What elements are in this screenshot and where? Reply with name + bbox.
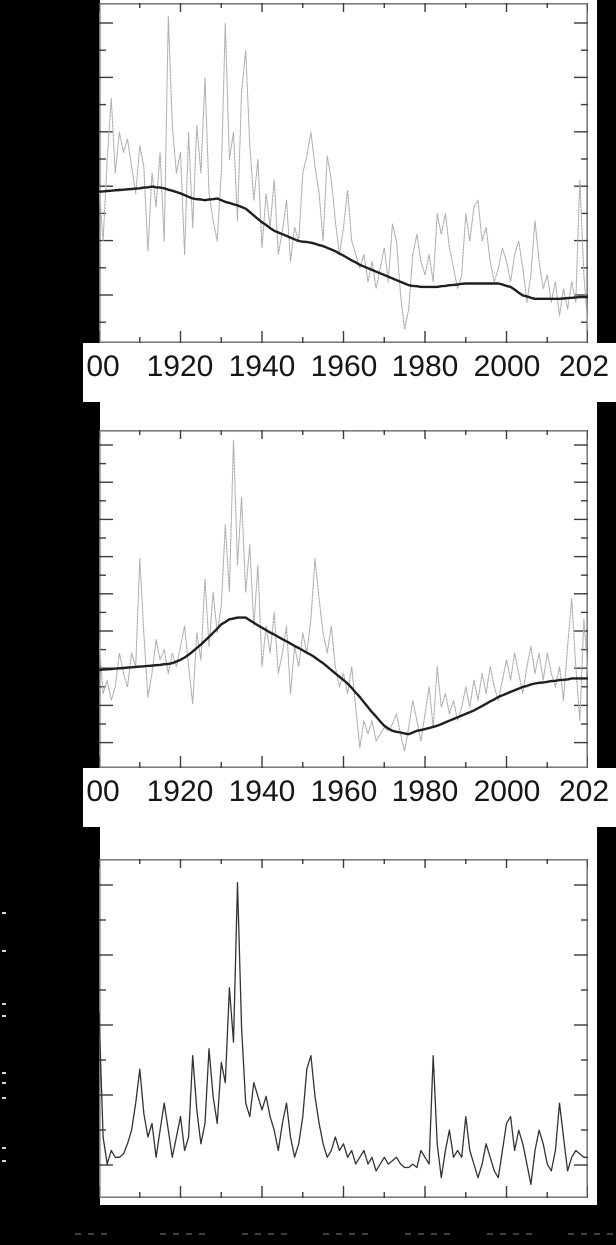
x-tick-label: 1920 — [146, 775, 214, 808]
x-axis-label-remnant — [336, 1233, 342, 1235]
x-axis-label-remnant — [607, 1233, 613, 1235]
y-axis-label-fragment — [2, 1072, 6, 1074]
x-axis-label-remnant — [75, 1233, 81, 1235]
x-axis-label-remnant — [186, 1233, 192, 1235]
x-tick-label: 1980 — [391, 350, 459, 383]
chart-top-timeseries — [99, 3, 588, 343]
x-axis-label-remnant — [349, 1233, 355, 1235]
x-axis-label-remnant — [362, 1233, 368, 1235]
smoothed-series-line — [99, 185, 588, 300]
x-tick-label: 00 — [86, 350, 120, 383]
x-axis-labels-middle-panel: 00 1920 1940 1960 1980 2000 202 — [0, 775, 616, 815]
y-axis-label-fragment — [2, 950, 6, 952]
smoothed-series-line — [99, 616, 588, 736]
x-axis-label-remnant — [500, 1233, 506, 1235]
x-axis-label-remnant — [88, 1233, 94, 1235]
y-axis-label-fragment — [2, 1097, 6, 1099]
x-tick-label: 1960 — [310, 350, 378, 383]
chart-bottom-timeseries — [99, 859, 588, 1198]
y-axis-label-fragment — [2, 912, 6, 914]
x-axis-label-remnant — [513, 1233, 519, 1235]
x-tick-label: 202 — [559, 350, 610, 383]
x-tick-label: 202 — [559, 775, 610, 808]
x-tick-label: 1980 — [391, 775, 459, 808]
x-axis-label-remnant — [160, 1233, 166, 1235]
x-tick-label: 00 — [86, 775, 120, 808]
x-tick-label: 1920 — [146, 350, 214, 383]
x-axis-label-remnant — [526, 1233, 532, 1235]
xaxis-label-band-middle — [83, 768, 616, 827]
annual-series-line — [99, 16, 588, 330]
y-axis-label-fragment — [2, 1147, 6, 1149]
panel-bottom-spectrum-like-series — [99, 859, 588, 1198]
panel-top-annual-vs-smoothed — [99, 3, 588, 343]
x-axis-label-remnant — [581, 1233, 587, 1235]
x-tick-label: 1940 — [228, 775, 296, 808]
x-tick-label: 1940 — [228, 350, 296, 383]
x-axis-label-remnant — [323, 1233, 329, 1235]
x-axis-label-remnant — [405, 1233, 411, 1235]
x-axis-label-remnant — [418, 1233, 424, 1235]
panel-middle-annual-vs-smoothed — [99, 430, 588, 768]
x-axis-label-remnant — [594, 1233, 600, 1235]
chart-middle-timeseries — [99, 430, 588, 768]
plot-frame — [99, 3, 588, 343]
x-tick-label: 2000 — [473, 775, 541, 808]
xaxis-label-band-top — [83, 343, 616, 402]
x-axis-label-remnant — [281, 1233, 287, 1235]
annual-series-line — [99, 439, 588, 752]
y-axis-label-fragment — [2, 1015, 6, 1017]
x-axis-label-remnant — [431, 1233, 437, 1235]
x-tick-label: 1960 — [310, 775, 378, 808]
y-axis-label-fragment — [2, 1082, 6, 1084]
plot-frame — [99, 430, 588, 768]
x-axis-label-remnant — [101, 1233, 107, 1235]
x-axis-label-remnant — [268, 1233, 274, 1235]
x-axis-label-remnant — [444, 1233, 450, 1235]
x-axis-labels-top-panel: 00 1920 1940 1960 1980 2000 202 — [0, 350, 616, 390]
x-axis-label-remnant — [199, 1233, 205, 1235]
y-axis-label-fragment — [2, 1160, 6, 1162]
y-axis-label-fragment — [2, 1003, 6, 1005]
annual-series-line — [99, 882, 588, 1186]
x-axis-label-remnant — [568, 1233, 574, 1235]
x-axis-label-remnant — [487, 1233, 493, 1235]
x-axis-label-remnant — [242, 1233, 248, 1235]
x-axis-label-remnant — [255, 1233, 261, 1235]
x-tick-label: 2000 — [473, 350, 541, 383]
x-axis-label-remnant — [173, 1233, 179, 1235]
